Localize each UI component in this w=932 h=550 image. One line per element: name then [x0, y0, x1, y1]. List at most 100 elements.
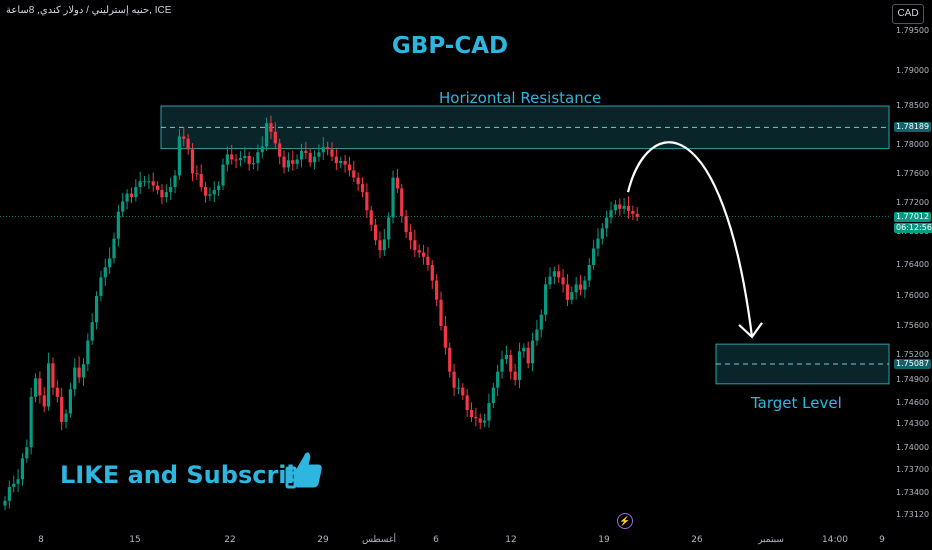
y-tick-label: 1.73120 [896, 510, 930, 519]
candle-body [308, 152, 312, 163]
candle-body [51, 363, 55, 388]
candle-body [225, 154, 229, 165]
candle-body [321, 147, 325, 153]
candle-body [86, 340, 90, 365]
lightning-icon[interactable]: ⚡ [617, 513, 633, 529]
candle-body [500, 359, 504, 372]
candle-body [99, 277, 103, 296]
candle-body [265, 123, 269, 147]
currency-button[interactable]: CAD [892, 4, 924, 24]
candle-body [587, 265, 591, 281]
candle-body [221, 164, 225, 186]
y-tick-label: 1.79000 [896, 66, 930, 75]
x-tick-label: 15 [129, 535, 141, 545]
candle-body [565, 284, 570, 300]
candle-body [605, 217, 609, 229]
candle-body [142, 181, 147, 183]
candle-body [278, 143, 282, 157]
y-tick-label: 1.76400 [896, 260, 930, 269]
candle-body [378, 240, 382, 251]
candle-body [365, 192, 369, 211]
candle-body [583, 280, 587, 290]
candle-body [326, 147, 330, 150]
candle-body [195, 173, 199, 175]
candle-body [387, 217, 391, 240]
countdown-tag: 06:12:56 [894, 222, 932, 233]
candle-body [94, 296, 99, 323]
candle-body [138, 181, 142, 188]
candle-body [121, 201, 125, 212]
candle-body [530, 340, 535, 364]
symbol-header: حنيه إسترليني / دولار كندي, 8ساعة, ICE [6, 5, 172, 16]
resistance-label: Horizontal Resistance [439, 89, 602, 107]
candle-body [430, 265, 434, 281]
candle-body [626, 205, 631, 211]
candle-body [129, 193, 134, 198]
candle-body [116, 211, 120, 239]
candle-body [552, 271, 556, 277]
x-tick-label: 9 [879, 535, 885, 545]
candle-body [509, 355, 513, 372]
candle-body [374, 224, 378, 241]
candle-body [177, 136, 181, 176]
candle-body [574, 284, 578, 293]
candle-body [443, 326, 447, 348]
candle-body [491, 387, 495, 403]
candle-body [622, 205, 626, 209]
candle-body [456, 387, 461, 389]
candle-body [134, 187, 138, 198]
candle-body [256, 152, 260, 164]
projection-arrow [626, 141, 754, 338]
candle-body [504, 355, 508, 360]
candle-body [230, 154, 234, 160]
candle-body [60, 396, 64, 422]
candle-body [182, 136, 186, 139]
candle-body [557, 271, 561, 278]
candle-body [391, 177, 395, 218]
candle-body [526, 347, 530, 364]
candle-body [618, 204, 622, 209]
candle-body [417, 250, 421, 253]
candle-body [474, 417, 478, 419]
y-tick-label: 1.79500 [896, 26, 930, 35]
candle-body [408, 232, 413, 241]
candle-body [25, 447, 29, 459]
candle-body [426, 256, 430, 265]
candle-body [47, 363, 51, 407]
candle-body [452, 371, 456, 388]
candle-body [217, 185, 221, 190]
candle-body [544, 284, 548, 315]
target-label: Target Level [751, 394, 842, 412]
candle-body [478, 418, 482, 423]
candle-body [304, 150, 308, 153]
candle-body [339, 160, 343, 164]
candle-body [539, 314, 543, 330]
candle-body [173, 175, 177, 188]
candle-body [286, 160, 290, 168]
candle-body [243, 155, 247, 159]
candle-body [570, 292, 574, 300]
candle-body [548, 276, 552, 285]
candle-body [400, 188, 404, 217]
candle-body [600, 228, 604, 239]
candle-body [522, 347, 526, 352]
y-tick-label: 1.75200 [896, 350, 930, 359]
candle-body [592, 248, 596, 265]
y-tick-label: 1.73400 [896, 488, 930, 497]
candle-body [330, 149, 334, 157]
thumbs-up-icon [285, 452, 322, 489]
candle-body [496, 371, 500, 388]
y-tick-label: 1.77600 [896, 169, 930, 178]
candle-body [273, 131, 277, 144]
candle-body [73, 367, 77, 390]
x-tick-label: أغسطس [361, 535, 397, 545]
candle-body [29, 396, 33, 448]
candle-body [356, 177, 360, 185]
candle-body [382, 239, 386, 251]
y-tick-label: 1.74300 [896, 419, 930, 428]
candle-body [317, 152, 321, 157]
candle-body [160, 189, 164, 198]
candle-body [103, 267, 107, 278]
